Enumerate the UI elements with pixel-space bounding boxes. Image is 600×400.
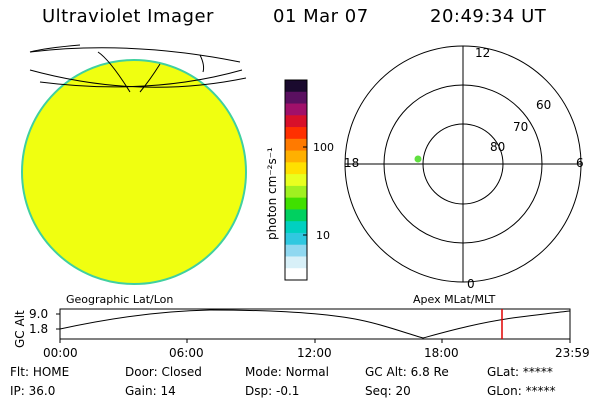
colorbar-stripe <box>285 268 307 281</box>
status-dsp: Dsp: -0.1 <box>245 384 300 398</box>
lat-label-80: 80 <box>490 140 506 154</box>
time-tick-0600: 06:00 <box>169 346 204 360</box>
altitude-curve <box>59 309 571 339</box>
alt-tick-1-8: 1.8 <box>29 322 49 336</box>
status-mode: Mode: Normal <box>245 365 329 379</box>
status-flt: Flt: HOME <box>10 365 70 379</box>
colorbar-stripe <box>285 91 307 105</box>
time-tick-2359: 23:59 <box>555 346 590 360</box>
colorbar-stripe <box>285 150 307 163</box>
mlt-label-18: 18 <box>344 156 360 170</box>
colorbar-tick-100: 100 <box>313 141 334 154</box>
colorbar-stripe <box>285 232 307 246</box>
lat-label-70: 70 <box>513 120 529 134</box>
colorbar-stripe <box>285 174 307 187</box>
time-tick-0000: 00:00 <box>43 346 78 360</box>
time-tick-1200: 12:00 <box>297 346 332 360</box>
colorbar-stripe <box>285 103 307 116</box>
status-glat: GLat: ***** <box>487 365 553 379</box>
altitude-ylabel: GC Alt <box>13 310 27 348</box>
position-marker <box>414 155 422 163</box>
lat-label-60: 60 <box>536 98 552 112</box>
colorbar-stripe <box>285 197 307 210</box>
mlt-label-12: 12 <box>475 46 491 60</box>
time-label: 20:49:34 UT <box>430 6 547 27</box>
instrument-title: Ultraviolet Imager <box>42 6 214 27</box>
status-door: Door: Closed <box>125 365 202 379</box>
colorbar-stripe <box>285 244 307 257</box>
status-glon: GLon: ***** <box>487 384 556 398</box>
geographic-label: Geographic Lat/Lon <box>66 293 174 306</box>
date-label: 01 Mar 07 <box>273 6 369 27</box>
colorbar <box>284 79 308 281</box>
earth-disc <box>21 59 247 285</box>
colorbar-stripe <box>285 127 307 140</box>
status-seq: Seq: 20 <box>365 384 411 398</box>
colorbar-stripe <box>285 80 307 93</box>
colorbar-stripe <box>285 138 307 152</box>
colorbar-tick-10: 10 <box>316 229 330 242</box>
alt-tick-9: 9.0 <box>29 307 49 321</box>
colorbar-stripe <box>285 162 307 175</box>
time-tick-1800: 18:00 <box>424 346 459 360</box>
mlt-label-0: 0 <box>467 277 475 291</box>
colorbar-stripe <box>285 221 307 234</box>
status-ip: IP: 36.0 <box>10 384 56 398</box>
colorbar-stripe <box>285 209 307 222</box>
colorbar-stripe <box>285 115 307 128</box>
mlt-label-6: 6 <box>576 156 584 170</box>
colorbar-stripe <box>285 256 307 269</box>
lat-lon-arcs <box>29 44 247 93</box>
status-gc-alt: GC Alt: 6.8 Re <box>365 365 449 379</box>
status-gain: Gain: 14 <box>125 384 176 398</box>
colorbar-stripe <box>285 185 307 199</box>
apex-label: Apex MLat/MLT <box>413 293 496 306</box>
